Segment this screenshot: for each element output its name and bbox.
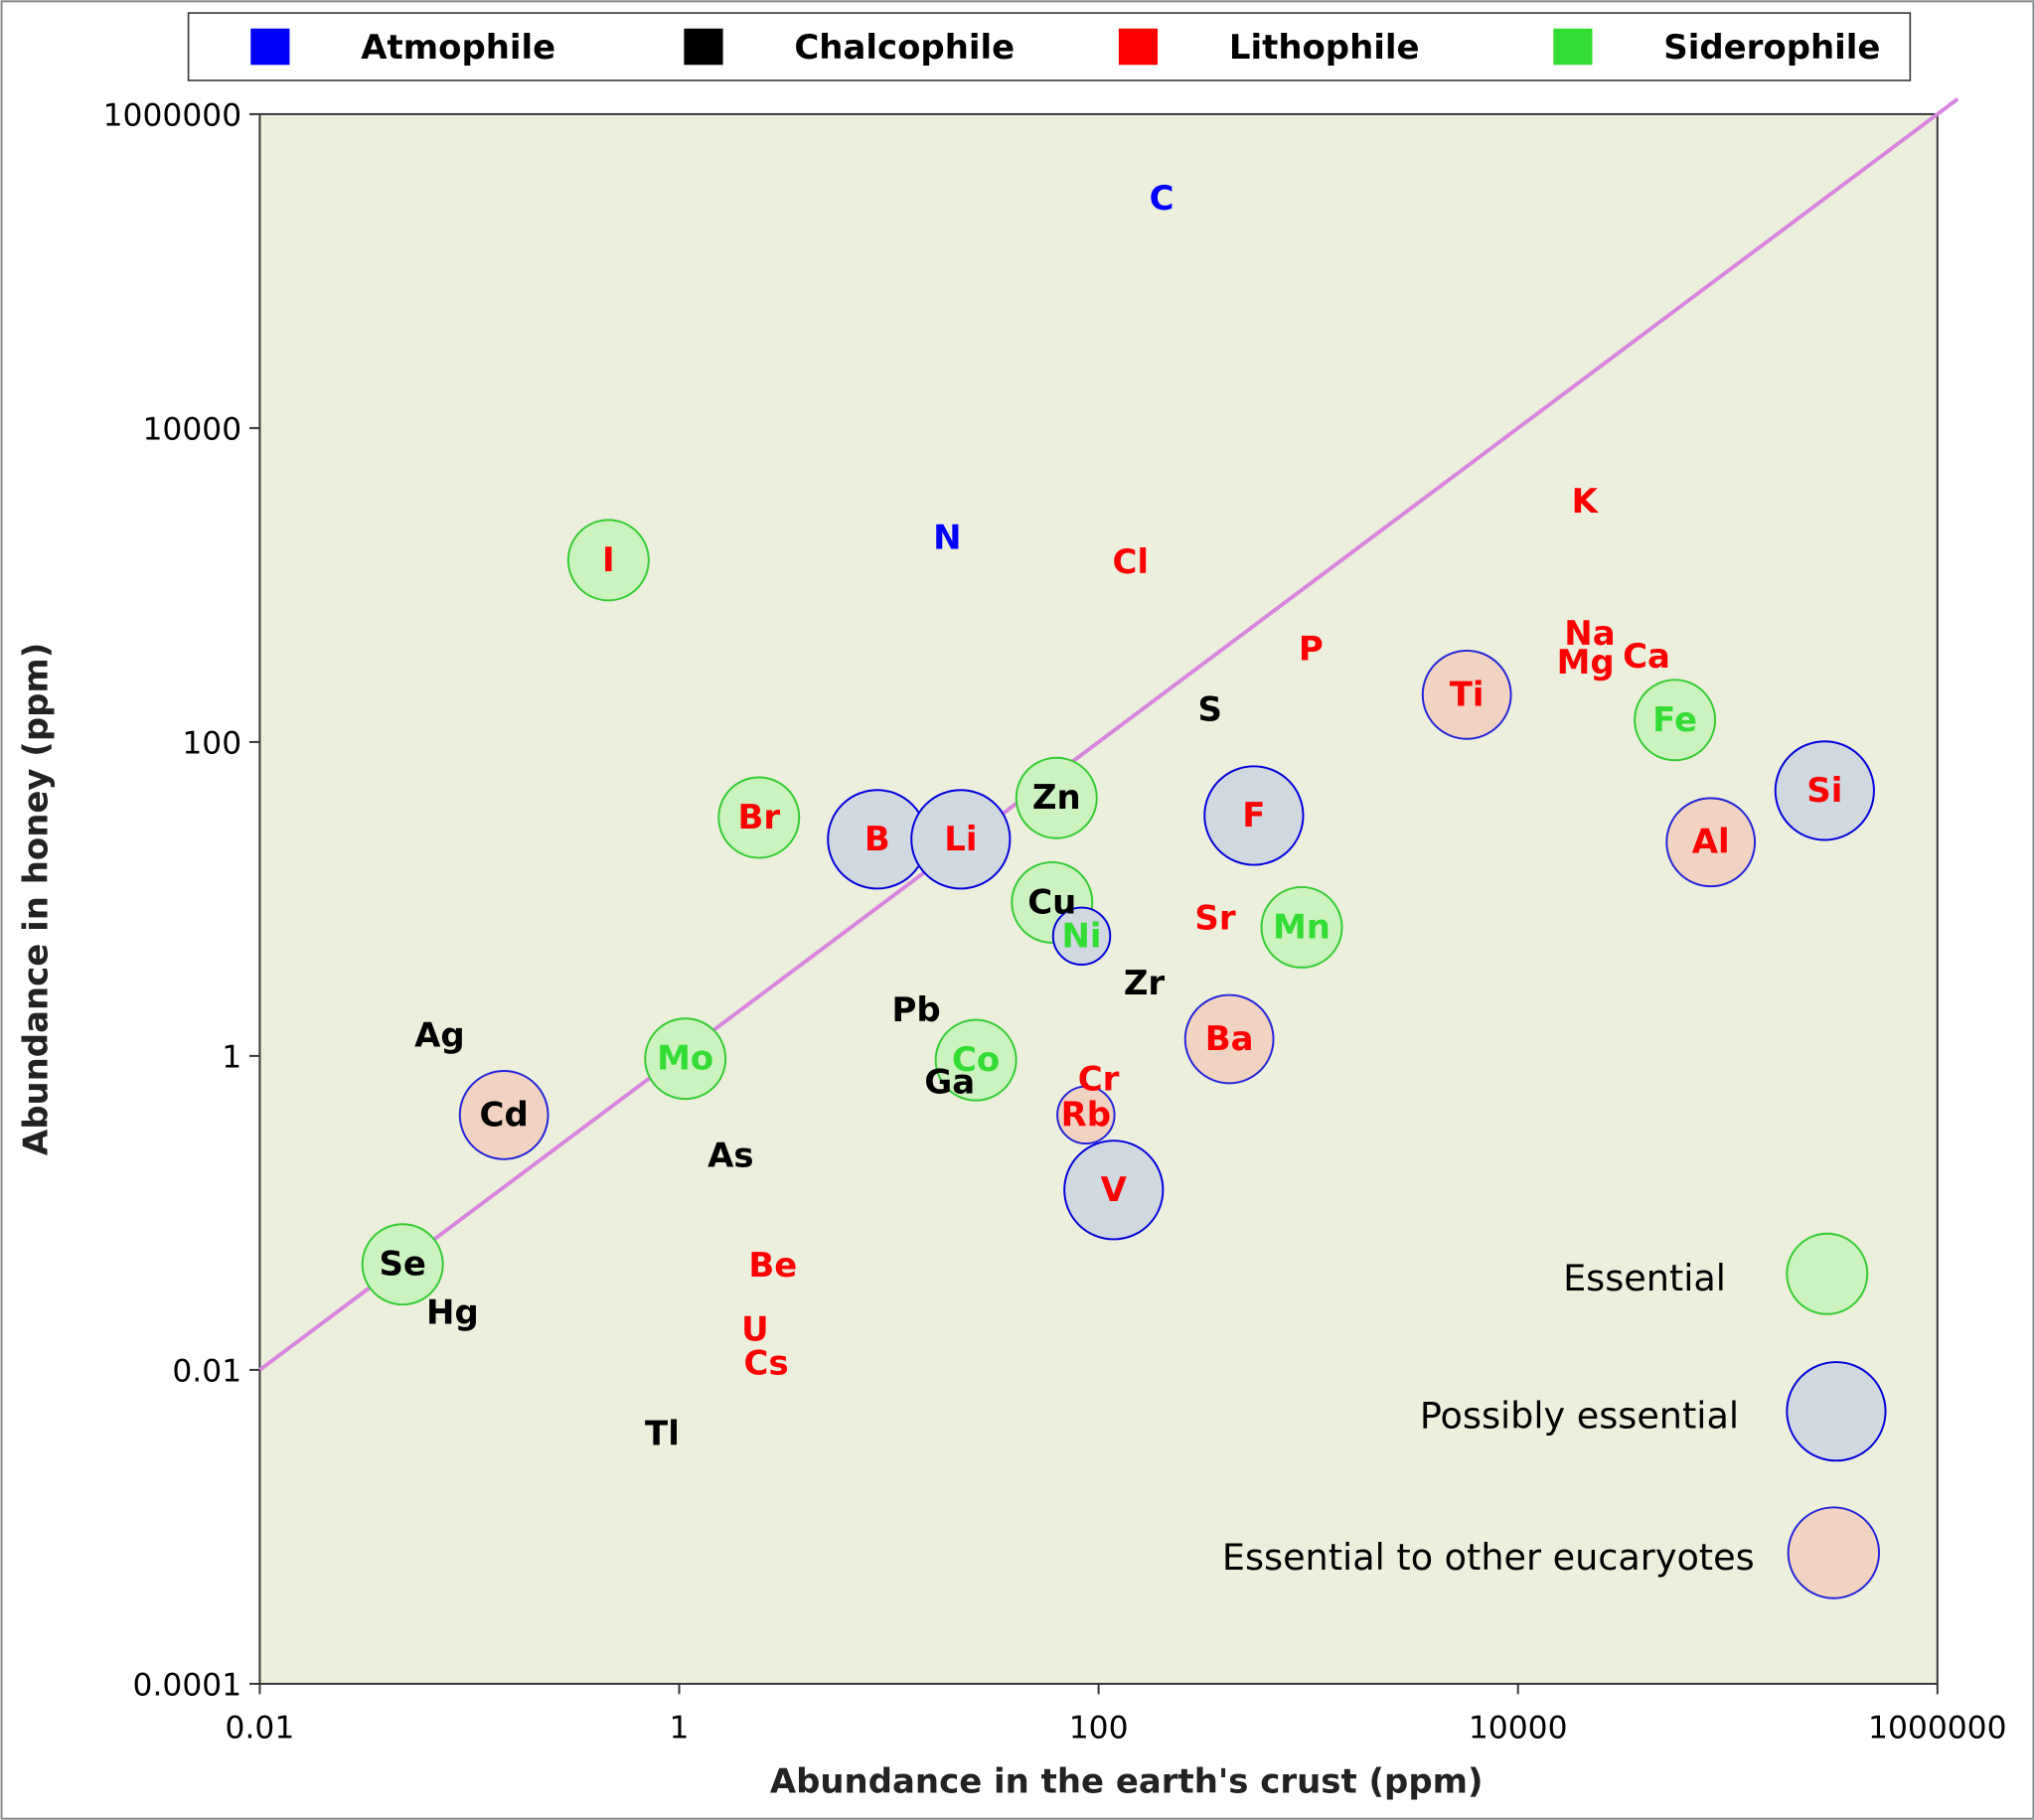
y-tick-label: 1000000 [103, 98, 242, 134]
point-label-co: Co [952, 1040, 1000, 1080]
marker-legend: Essential Possibly essential Essential to … [1222, 1232, 1887, 1599]
legend-label-chalcophile: Chalcophile [794, 28, 1015, 68]
x-axis-title: Abundance in the earth's crust (ppm) [770, 1762, 1484, 1802]
point-label-li: Li [944, 820, 977, 859]
plot-area [258, 112, 1939, 1685]
axis-ticks: 0.01 1 100 10000 1000000 0.0001 0.01 1 100 10000 1… [103, 98, 2007, 1746]
point-label-c: C [1150, 179, 1174, 219]
point-label-ti: Ti [1450, 675, 1485, 714]
marker-circle-al [1665, 797, 1757, 888]
point-label-b: B [864, 820, 890, 859]
marker-circle-i [566, 519, 650, 602]
marker-circle-ba [1183, 993, 1275, 1085]
marker-circle-br [717, 776, 801, 859]
marker-circle-li [910, 789, 1012, 890]
point-label-cs: Cs [744, 1343, 789, 1383]
y-axis-title: Abundance in honey (ppm) [16, 643, 56, 1155]
point-label-mn: Mn [1273, 907, 1331, 947]
legend-label-atmophile: Atmophile [361, 28, 555, 68]
marker-circle-mn [1260, 885, 1343, 969]
x-tick-label: 0.01 [226, 1711, 295, 1746]
reference-line-y-equals-x [258, 97, 1959, 1372]
point-label-u: U [741, 1310, 769, 1350]
point-label-f: F [1242, 796, 1265, 835]
point-label-br: Br [737, 798, 780, 837]
point-label-ca: Ca [1623, 637, 1670, 677]
point-label-n: N [933, 518, 961, 557]
point-label-k: K [1572, 482, 1600, 522]
point-label-tl: Tl [645, 1415, 680, 1454]
legend-swatch-siderophile [1553, 28, 1593, 66]
group-legend: Atmophile Chalcophile Lithophile Siderophil… [187, 12, 1912, 81]
point-label-sr: Sr [1194, 899, 1235, 939]
legend-label-siderophile: Siderophile [1663, 28, 1880, 68]
point-label-cd: Cd [480, 1095, 529, 1135]
y-tick-label: 10000 [142, 412, 241, 448]
point-label-pb: Pb [891, 990, 940, 1030]
legend-swatch-atmophile [250, 28, 290, 66]
point-label-v: V [1101, 1170, 1128, 1210]
x-tick-label: 10000 [1469, 1711, 1568, 1746]
point-label-cr: Cr [1078, 1059, 1120, 1099]
marker-circle-ni [1051, 906, 1112, 966]
legend-label-lithophile: Lithophile [1229, 28, 1420, 68]
marker-circle-mo [644, 1017, 727, 1101]
point-label-ga: Ga [924, 1062, 975, 1102]
y-tick-label: 0.01 [172, 1354, 241, 1390]
marker-circle-f [1203, 765, 1305, 866]
point-label-hg: Hg [426, 1293, 479, 1333]
point-label-se: Se [379, 1245, 425, 1285]
point-label-cl: Cl [1112, 542, 1149, 582]
legend-box [187, 12, 1912, 81]
point-label-si: Si [1806, 771, 1842, 811]
point-label-fe: Fe [1652, 700, 1697, 740]
marker-legend-swatch-essential [1786, 1232, 1869, 1315]
point-label-mo: Mo [657, 1039, 713, 1079]
point-label-ni: Ni [1062, 916, 1102, 956]
legend-swatch-chalcophile [684, 28, 723, 66]
marker-circle-si [1774, 740, 1875, 841]
point-label-al: Al [1692, 823, 1730, 862]
y-tick-label: 100 [182, 726, 241, 762]
marker-circle-rb [1056, 1085, 1116, 1145]
y-tick-label: 0.0001 [133, 1668, 242, 1704]
marker-circle-cd [458, 1070, 549, 1160]
point-label-be: Be [748, 1246, 797, 1286]
point-label-mg: Mg [1557, 643, 1615, 682]
point-label-zn: Zn [1032, 778, 1081, 818]
marker-legend-label-other: Essential to other eucaryotes [1222, 1536, 1755, 1579]
marker-legend-label-possibly: Possibly essential [1420, 1395, 1739, 1438]
marker-circle-fe [1634, 679, 1717, 762]
marker-circle-co [934, 1018, 1018, 1102]
point-label-p: P [1299, 630, 1324, 670]
point-label-i: I [602, 540, 615, 580]
marker-circle-v [1063, 1139, 1165, 1241]
x-tick-label: 1000000 [1868, 1711, 2007, 1746]
marker-legend-swatch-possibly [1786, 1361, 1887, 1462]
x-tick-label: 100 [1069, 1711, 1129, 1746]
marker-legend-swatch-other [1787, 1506, 1881, 1599]
marker-circle-se [361, 1223, 444, 1306]
marker-circle-zn [1015, 756, 1098, 839]
point-label-ag: Ag [414, 1015, 465, 1055]
point-label-zr: Zr [1124, 964, 1166, 1003]
x-tick-label: 1 [670, 1711, 690, 1746]
point-label-cu: Cu [1027, 882, 1076, 922]
point-label-ba: Ba [1205, 1019, 1254, 1059]
point-label-na: Na [1564, 614, 1615, 654]
y-tick-label: 1 [222, 1040, 241, 1076]
point-label-as: As [707, 1137, 753, 1176]
legend-swatch-lithophile [1118, 28, 1159, 66]
point-label-s: S [1198, 690, 1222, 730]
marker-legend-label-essential: Essential [1563, 1257, 1726, 1299]
marker-circle-ti [1421, 649, 1512, 740]
point-label-rb: Rb [1061, 1095, 1111, 1135]
